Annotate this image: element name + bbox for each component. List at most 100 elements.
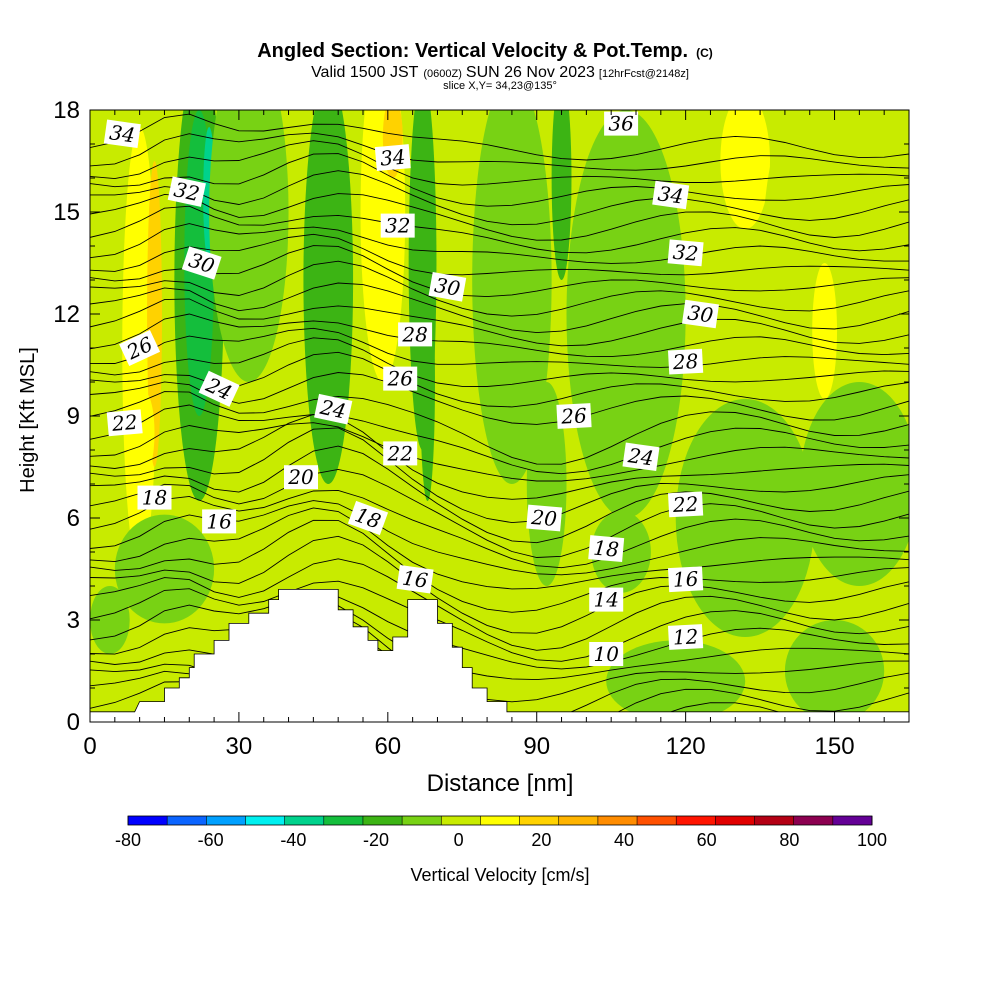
theta-label-text: 30	[433, 273, 463, 301]
theta-label-bg	[380, 213, 415, 238]
theta-contour-line	[90, 313, 909, 358]
terrain-profile	[90, 589, 909, 722]
theta-label-text: 34	[108, 120, 137, 147]
theta-label: 22	[106, 409, 143, 437]
theta-contour-line	[90, 223, 909, 264]
field-cell	[114, 514, 215, 624]
theta-label: 28	[398, 322, 433, 347]
theta-label-text: 24	[317, 395, 348, 424]
colorbar-swatch	[832, 816, 873, 825]
theta-label-bg	[681, 299, 720, 329]
field-cell	[526, 382, 567, 586]
theta-label: 32	[380, 213, 415, 238]
colorbar-swatch	[206, 816, 246, 825]
x-tick-label: 90	[523, 733, 550, 760]
colorbar-swatch	[754, 816, 795, 825]
theta-label-text: 10	[593, 642, 619, 666]
field-cell	[675, 399, 815, 637]
colorbar-swatch	[167, 816, 207, 825]
colorbar-swatch	[558, 816, 599, 825]
theta-contour-line	[90, 140, 909, 186]
theta-label-bg	[314, 393, 353, 425]
x-axis-label: Distance [nm]	[427, 770, 574, 797]
theta-label-text: 22	[671, 492, 699, 517]
theta-label-bg	[667, 348, 704, 375]
theta-label: 18	[588, 535, 625, 563]
colorbar-swatch	[128, 816, 168, 825]
theta-label-bg	[398, 322, 433, 347]
subtitle-forecast: [12hrFcst@2148z]	[599, 68, 689, 80]
theta-contour-line	[90, 113, 909, 161]
chart-subtitle: Valid 1500 JST (0600Z) SUN 26 Nov 2023 [12h…	[311, 64, 689, 81]
theta-contour-line	[90, 414, 909, 500]
theta-label: 18	[137, 485, 172, 510]
colorbar-tick-label: -20	[363, 830, 389, 850]
theta-label-text: 34	[379, 145, 406, 171]
theta-label: 12	[667, 624, 704, 650]
theta-contour-line	[90, 535, 909, 634]
theta-label: 24	[314, 393, 353, 425]
y-tick-label: 15	[53, 199, 80, 226]
colorbar-tick-label: 0	[454, 830, 464, 850]
theta-label-bg	[667, 566, 704, 593]
field-cell	[472, 110, 552, 484]
theta-label: 30	[181, 246, 222, 280]
subtitle-valid: Valid 1500 JST	[311, 64, 419, 81]
colorbar-tick-label: -60	[198, 830, 224, 850]
theta-label-text: 20	[287, 465, 314, 489]
theta-contour-line	[90, 205, 909, 254]
theta-label-bg	[604, 111, 639, 136]
theta-label: 10	[589, 642, 624, 666]
theta-label-bg	[588, 535, 625, 563]
theta-contour-line	[90, 489, 909, 569]
theta-contour-line	[90, 601, 909, 681]
colorbar-swatch	[245, 816, 286, 825]
theta-contour-line	[90, 327, 909, 368]
colorbar: -80 -60 -40 -20 0 20 40 60 80 100	[115, 815, 887, 850]
theta-contour-line	[90, 170, 909, 226]
theta-label-text: 16	[206, 509, 232, 533]
theta-label-text: 24	[626, 443, 656, 470]
subtitle-utc: (0600Z)	[423, 68, 462, 80]
theta-contour-line	[90, 519, 909, 613]
theta-label-text: 28	[671, 349, 699, 374]
colorbar-swatch	[362, 816, 403, 825]
field-cell	[551, 110, 572, 280]
subtitle-date: SUN 26 Nov 2023	[466, 64, 595, 81]
theta-label: 26	[556, 403, 592, 429]
theta-contour-line	[90, 132, 909, 171]
theta-label-bg	[667, 624, 704, 650]
theta-label-text: 32	[672, 240, 699, 266]
field-cell	[606, 640, 746, 722]
theta-label-bg	[119, 329, 161, 367]
theta-label: 22	[383, 441, 418, 466]
theta-label: 26	[383, 366, 418, 391]
theta-contour-line	[90, 594, 909, 670]
theta-label: 30	[681, 299, 720, 329]
theta-label: 14	[589, 587, 624, 612]
field-cell	[90, 586, 130, 654]
theta-label-bg	[383, 366, 418, 391]
colorbar-label: Vertical Velocity [cm/s]	[410, 865, 589, 885]
colorbar-swatch	[323, 816, 364, 825]
y-axis-label: Height [Kft MSL]	[17, 347, 39, 493]
colorbar-swatch	[284, 816, 325, 825]
colorbar-tick-label: -80	[115, 830, 141, 850]
field-cell	[209, 110, 289, 382]
vertical-velocity-field	[90, 110, 909, 722]
field-cell	[812, 263, 838, 399]
colorbar-swatch	[402, 816, 442, 825]
y-tick-label: 0	[67, 709, 80, 736]
field-cell	[420, 263, 435, 501]
theta-label-text: 18	[142, 486, 167, 510]
theta-label: 30	[428, 272, 467, 302]
theta-label-bg	[622, 442, 660, 472]
theta-label-bg	[589, 642, 624, 666]
theta-label-text: 28	[401, 322, 427, 346]
theta-label-text: 30	[686, 300, 715, 327]
theta-label-bg	[667, 239, 704, 267]
theta-label-text: 12	[672, 624, 699, 649]
theta-label-bg	[347, 500, 389, 536]
theta-contour-line	[90, 422, 909, 482]
